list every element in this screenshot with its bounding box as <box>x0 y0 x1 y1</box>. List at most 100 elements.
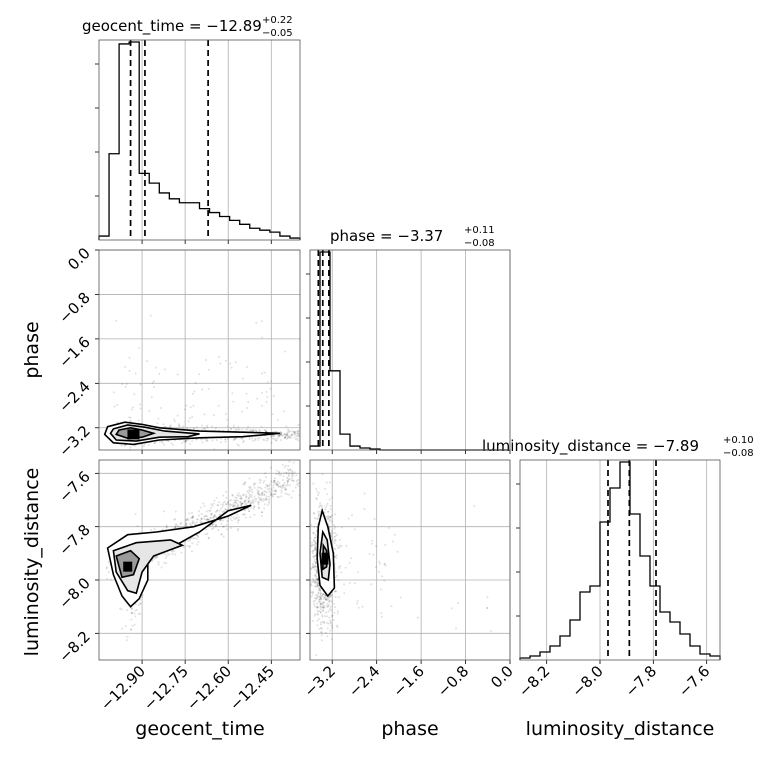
sample-point <box>280 491 283 494</box>
sample-point <box>178 425 181 428</box>
sample-point <box>150 396 153 399</box>
sample-point <box>229 526 232 529</box>
sample-point <box>333 590 336 593</box>
sample-point <box>134 513 137 516</box>
sample-point <box>260 425 263 428</box>
sample-point <box>244 503 247 506</box>
sample-point <box>191 392 194 395</box>
sample-point <box>174 510 177 513</box>
sample-point <box>237 518 240 521</box>
sample-point <box>316 605 319 608</box>
histogram-bin <box>260 230 270 240</box>
sample-point <box>260 494 263 497</box>
sample-point <box>390 605 393 608</box>
sample-point <box>314 580 317 583</box>
sample-point <box>229 362 232 365</box>
sample-point <box>302 463 304 465</box>
sample-point <box>142 445 145 448</box>
sample-point <box>320 602 323 605</box>
sample-point <box>232 400 235 403</box>
sample-point <box>262 498 265 501</box>
sample-point <box>319 595 322 598</box>
sample-point <box>286 436 289 439</box>
sample-point <box>292 430 295 433</box>
sample-point <box>277 434 280 437</box>
sample-point <box>338 566 341 569</box>
sample-point <box>334 576 337 579</box>
sample-point <box>224 440 227 443</box>
sample-point <box>319 597 322 600</box>
sample-point <box>185 440 188 443</box>
sample-point <box>259 479 262 482</box>
sample-point <box>185 404 188 407</box>
sample-point <box>328 525 331 528</box>
ylabel-phase: phase <box>21 321 43 378</box>
histogram-bin <box>570 620 580 660</box>
sample-point <box>206 518 209 521</box>
sample-point <box>335 590 338 593</box>
sample-point <box>326 502 329 505</box>
sample-point <box>214 525 217 528</box>
sample-point <box>202 502 205 505</box>
sample-point <box>321 614 324 617</box>
sample-point <box>255 498 258 501</box>
sample-point <box>189 522 192 525</box>
sample-point <box>286 437 289 440</box>
sample-point <box>206 518 209 521</box>
sample-point <box>353 528 356 531</box>
sample-point <box>219 519 222 522</box>
sample-point <box>289 468 292 471</box>
sample-point <box>281 479 284 482</box>
sample-point <box>151 381 154 384</box>
sample-point <box>319 626 322 629</box>
sample-point <box>276 483 279 486</box>
sample-point <box>311 552 314 555</box>
sample-point <box>319 610 322 613</box>
sample-point <box>311 550 314 553</box>
sample-point <box>315 570 318 573</box>
sample-point <box>320 504 323 507</box>
x-tick-label: −3.2 <box>301 662 339 700</box>
sample-point <box>301 435 303 437</box>
sample-point <box>291 469 294 472</box>
sample-point <box>180 551 183 554</box>
sample-point <box>455 627 458 630</box>
sample-point <box>268 485 271 488</box>
sample-point <box>133 393 136 396</box>
sample-point <box>297 430 300 433</box>
sample-point <box>119 607 122 610</box>
sample-point <box>361 605 364 608</box>
sample-point <box>210 512 213 515</box>
sample-point <box>317 610 320 613</box>
sample-point <box>138 612 141 615</box>
sample-point <box>175 523 178 526</box>
sample-point <box>216 509 219 512</box>
sample-point <box>276 480 279 483</box>
sample-point <box>220 533 223 536</box>
histogram-bin <box>610 488 620 660</box>
sample-point <box>329 516 332 519</box>
sample-point <box>185 439 188 442</box>
sample-point <box>189 406 192 409</box>
sample-point <box>335 624 338 627</box>
sample-point <box>264 430 267 433</box>
sample-point <box>279 433 282 436</box>
sample-point <box>330 529 333 532</box>
sample-point <box>227 503 230 506</box>
sample-point <box>283 481 286 484</box>
sample-point <box>197 373 200 376</box>
sample-point <box>171 552 174 555</box>
sample-point <box>112 391 115 394</box>
sample-point <box>254 500 257 503</box>
sample-point <box>273 492 276 495</box>
sample-point <box>330 533 333 536</box>
sample-point <box>331 626 334 629</box>
sample-point <box>173 418 176 421</box>
sample-point <box>312 538 315 541</box>
hist-frame <box>98 39 301 241</box>
sample-point <box>291 471 294 474</box>
sample-point <box>161 441 164 444</box>
sample-point <box>284 435 287 438</box>
sample-point <box>312 540 315 543</box>
sample-point <box>205 514 208 517</box>
